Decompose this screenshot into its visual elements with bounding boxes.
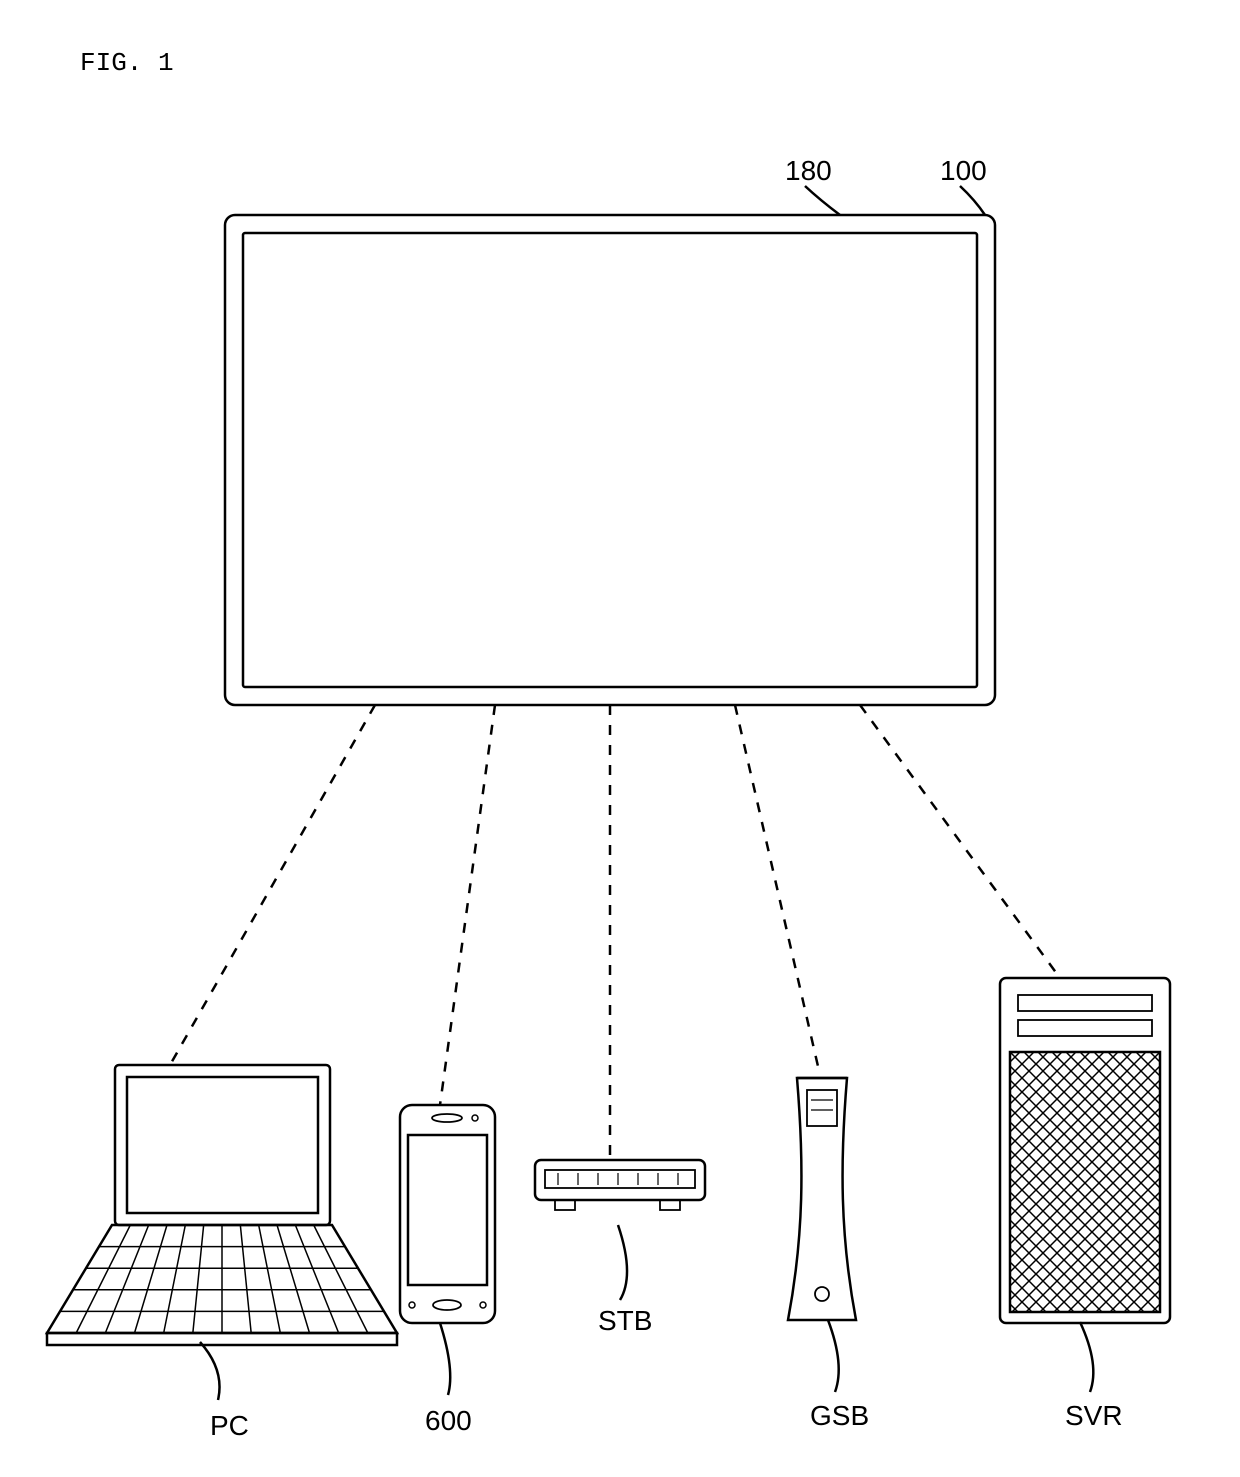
figure-diagram: FIG. 1 180 100 PC 600 STB GSB SVR [0, 0, 1240, 1477]
connection-line-1 [440, 705, 495, 1105]
connection-line-3 [735, 705, 820, 1075]
figure-title: FIG. 1 [80, 48, 174, 78]
stb-label: STB [598, 1305, 652, 1336]
console-label: GSB [810, 1400, 869, 1431]
tv-ref-180: 180 [785, 155, 832, 186]
tv-ref-100: 100 [940, 155, 987, 186]
server-label: SVR [1065, 1400, 1123, 1431]
tv-screen [243, 233, 977, 687]
tv-bezel [225, 215, 995, 705]
connection-line-0 [170, 705, 375, 1065]
laptop-label: PC [210, 1410, 249, 1441]
connection-line-4 [860, 705, 1060, 978]
phone-icon [409, 1114, 486, 1310]
phone-label: 600 [425, 1405, 472, 1436]
